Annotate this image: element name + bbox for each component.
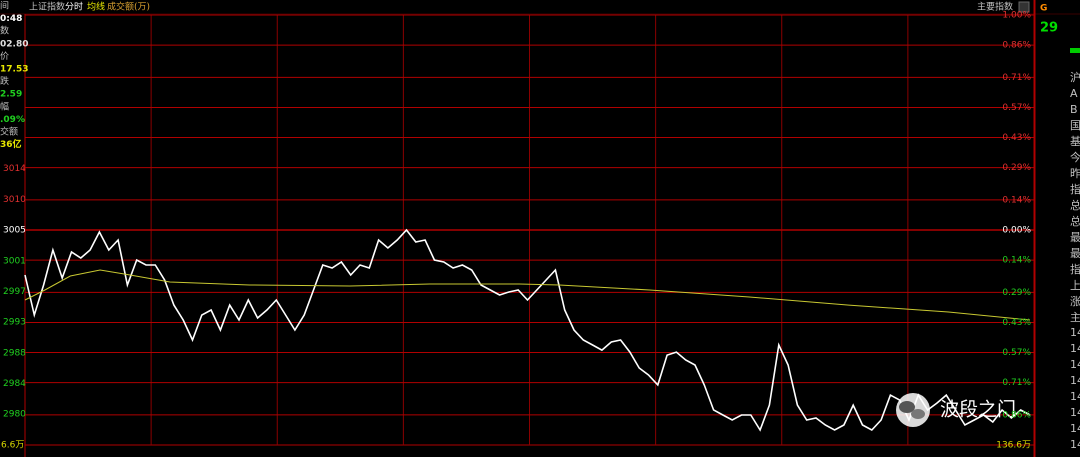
y-tick-label: 2988 bbox=[3, 348, 26, 358]
right-panel-item: 最 bbox=[1070, 247, 1080, 260]
left-panel-item: 价 bbox=[0, 51, 9, 62]
price-line bbox=[24, 228, 1031, 432]
watermark-text: 波段之门 bbox=[940, 399, 1016, 421]
right-panel-item: 基 bbox=[1070, 135, 1080, 148]
y2-tick-label: 0.14% bbox=[1002, 256, 1031, 266]
y2-tick-label: 0.71% bbox=[1002, 73, 1031, 83]
y-tick-label: 2980 bbox=[3, 410, 26, 420]
right-panel-item: 国 bbox=[1070, 119, 1080, 132]
right-panel-item: 14 bbox=[1070, 390, 1080, 403]
right-panel-top: G bbox=[1040, 4, 1047, 14]
left-panel-item: 17.53 bbox=[0, 65, 28, 75]
watermark-icon bbox=[911, 409, 925, 419]
average-line bbox=[24, 269, 1031, 321]
left-panel-item: 幅 bbox=[0, 100, 9, 112]
right-panel-item: 14 bbox=[1070, 358, 1080, 371]
volume-label: 136.6万 bbox=[996, 441, 1031, 451]
header-toggle[interactable] bbox=[1018, 1, 1030, 13]
right-panel-item: 涨 bbox=[1070, 295, 1080, 308]
header-item[interactable]: 分时 bbox=[65, 1, 83, 13]
y-tick-label: 2984 bbox=[3, 379, 26, 389]
right-panel-item: 主 bbox=[1070, 311, 1080, 324]
right-panel-item: 沪 bbox=[1070, 70, 1080, 84]
left-panel-item: 跌 bbox=[0, 76, 9, 87]
right-panel-item: 今 bbox=[1070, 150, 1080, 164]
right-panel-bar bbox=[1070, 48, 1080, 53]
y2-tick-label: 0.14% bbox=[1002, 195, 1031, 205]
left-panel-item: 2.59 bbox=[0, 90, 22, 100]
y2-tick-label: 0.86% bbox=[1002, 41, 1031, 51]
right-panel-item: 总 bbox=[1070, 198, 1080, 212]
right-panel-item: 14 bbox=[1070, 342, 1080, 355]
watermark: 波段之门 bbox=[896, 393, 1016, 427]
y2-tick-label: 1.00% bbox=[1002, 11, 1031, 21]
right-panel-item: 14 bbox=[1070, 326, 1080, 339]
header-item[interactable]: 成交额(万) bbox=[107, 1, 150, 13]
right-panel-item: A bbox=[1070, 87, 1078, 100]
right-panel-item: 总 bbox=[1070, 214, 1080, 228]
y2-tick-label: 0.43% bbox=[1002, 133, 1031, 143]
right-panel-item: 14 bbox=[1070, 406, 1080, 419]
right-panel-item: 上 bbox=[1070, 279, 1080, 292]
left-panel-item: 02.80 bbox=[0, 39, 28, 49]
y-tick-label: 3010 bbox=[3, 195, 26, 205]
y-tick-label: 3001 bbox=[3, 256, 26, 266]
right-panel-item: 指 bbox=[1070, 182, 1080, 196]
right-panel-item: 14 bbox=[1070, 374, 1080, 387]
header-item[interactable]: 上证指数 bbox=[29, 1, 65, 13]
left-panel-item: .09% bbox=[0, 115, 25, 125]
left-panel-item: 间 bbox=[0, 0, 9, 12]
right-panel-item: 指 bbox=[1070, 262, 1080, 276]
y2-tick-label: 0.43% bbox=[1002, 318, 1031, 328]
y2-tick-label: 0.57% bbox=[1002, 348, 1031, 358]
right-panel-top: 29 bbox=[1040, 21, 1058, 36]
right-panel-item: 14 bbox=[1070, 438, 1080, 451]
watermark-icon bbox=[899, 401, 915, 413]
header-item[interactable]: 均线 bbox=[87, 1, 105, 13]
right-panel-item: 最 bbox=[1070, 231, 1080, 244]
y-tick-label: 2997 bbox=[3, 287, 26, 297]
left-panel-item: 36亿 bbox=[0, 138, 22, 150]
y2-tick-label: 0.86% bbox=[1002, 410, 1031, 420]
y-tick-label: 2993 bbox=[3, 318, 26, 328]
right-panel-item: 昨 bbox=[1070, 167, 1080, 180]
y2-tick-label: 0.57% bbox=[1002, 103, 1031, 113]
left-panel-item: 交额 bbox=[0, 126, 18, 138]
y2-tick-label: 0.29% bbox=[1002, 163, 1031, 173]
right-panel-item: B bbox=[1070, 103, 1078, 116]
y2-tick-label: 0.00% bbox=[1002, 226, 1031, 236]
right-panel-item: 14 bbox=[1070, 422, 1080, 435]
y2-tick-label: 0.71% bbox=[1002, 378, 1031, 388]
y-tick-label: 3014 bbox=[3, 164, 26, 174]
left-panel-item: 数 bbox=[0, 25, 9, 37]
header-button[interactable]: 主要指数 bbox=[977, 1, 1013, 13]
y-tick-label: 3005 bbox=[3, 226, 26, 236]
left-panel-item: 0:48 bbox=[0, 14, 22, 24]
volume-label: 6.6万 bbox=[1, 441, 24, 451]
y2-tick-label: 0.29% bbox=[1002, 288, 1031, 298]
